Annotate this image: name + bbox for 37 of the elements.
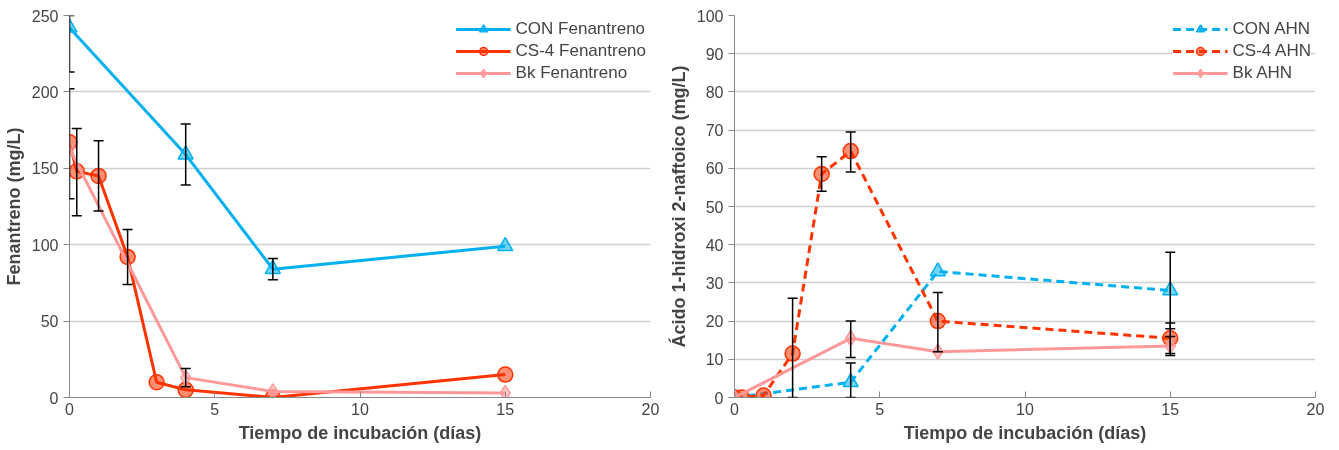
x-axis-title: Tiempo de incubación (días) — [238, 422, 482, 443]
x-tick-label: 15 — [496, 400, 515, 418]
y-tick-label: 20 — [705, 313, 724, 331]
y-tick-label: 80 — [705, 83, 724, 101]
y-tick-label: 150 — [31, 160, 59, 178]
y-tick-label: 100 — [31, 236, 59, 254]
y-axis-title: Fenantreno (mg/L) — [3, 127, 24, 286]
x-tick-label: 0 — [65, 400, 75, 418]
x-tick-label: 20 — [1306, 400, 1325, 418]
y-tick-label: 50 — [705, 198, 724, 216]
y-tick-label: 50 — [40, 313, 59, 331]
legend-label: CON Fenantreno — [515, 19, 646, 39]
y-tick-label: 0 — [49, 389, 59, 407]
x-axis-title: Tiempo de incubación (días) — [903, 422, 1147, 443]
x-tick-label: 0 — [730, 400, 740, 418]
y-tick-label: 250 — [31, 7, 59, 25]
y-tick-label: 100 — [696, 7, 724, 25]
x-tick-label: 10 — [351, 400, 369, 418]
legend-label: Bk AHN — [1232, 63, 1293, 83]
x-tick-label: 20 — [641, 400, 660, 418]
y-tick-label: 0 — [714, 389, 724, 407]
y-tick-label: 70 — [705, 122, 724, 140]
x-tick-label: 15 — [1161, 400, 1180, 418]
y-tick-label: 90 — [705, 45, 724, 63]
y-tick-label: 60 — [705, 160, 724, 178]
legend-label: CON AHN — [1232, 19, 1311, 39]
y-tick-label: 30 — [705, 274, 724, 292]
legend-label: Bk Fenantreno — [515, 63, 628, 83]
legend-label: CS-4 Fenantreno — [515, 41, 646, 61]
y-tick-label: 40 — [705, 236, 724, 254]
y-tick-label: 200 — [31, 83, 59, 101]
x-tick-label: 5 — [210, 400, 220, 418]
y-tick-label: 10 — [705, 351, 724, 369]
x-tick-label: 5 — [875, 400, 885, 418]
x-tick-label: 10 — [1016, 400, 1034, 418]
y-axis-title: Ácido 1-hidroxi 2-naftoico (mg/L) — [667, 65, 689, 348]
legend-label: CS-4 AHN — [1232, 41, 1311, 61]
